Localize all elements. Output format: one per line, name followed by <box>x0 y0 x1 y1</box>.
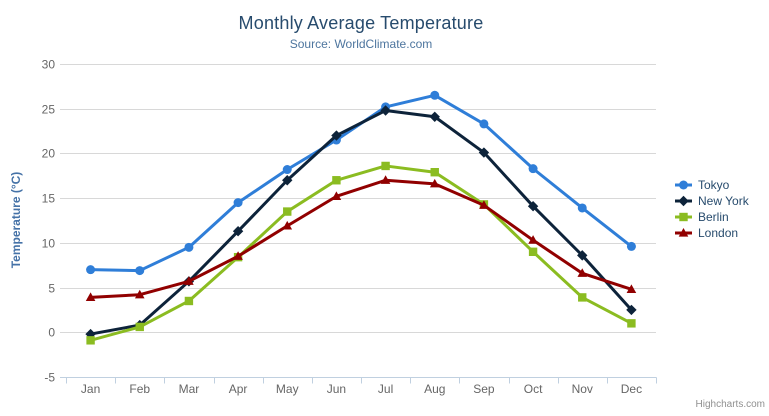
data-point-berlin[interactable] <box>578 293 587 302</box>
data-point-new-york[interactable] <box>527 200 539 212</box>
square-marker-icon <box>675 212 692 222</box>
x-tick-label: Nov <box>572 382 593 396</box>
x-tick-label: Jun <box>327 382 346 396</box>
data-point-london[interactable] <box>331 191 342 200</box>
data-point-tokyo[interactable] <box>135 266 145 276</box>
data-point-new-york[interactable] <box>577 250 588 261</box>
data-point-tokyo[interactable] <box>184 242 194 252</box>
legend-label: Berlin <box>698 210 729 224</box>
x-tick-label: May <box>276 382 299 396</box>
legend-item-london[interactable]: London <box>675 225 749 241</box>
data-point-london[interactable] <box>528 235 538 244</box>
data-point-berlin[interactable] <box>283 207 292 216</box>
x-tick-label: Sep <box>473 382 495 396</box>
series-line-london <box>89 178 633 299</box>
data-point-tokyo[interactable] <box>282 165 292 175</box>
x-tick-label: Mar <box>179 382 200 396</box>
data-point-berlin[interactable] <box>627 319 636 328</box>
series-line-new-york <box>89 109 633 336</box>
y-tick-label: 30 <box>42 58 56 72</box>
series-line-berlin <box>89 164 633 342</box>
legend-item-berlin[interactable]: Berlin <box>675 209 749 225</box>
data-point-tokyo[interactable] <box>479 119 489 129</box>
legend-label: London <box>698 226 739 240</box>
y-tick-label: 20 <box>42 147 56 161</box>
data-point-new-york[interactable] <box>380 105 391 116</box>
data-point-new-york[interactable] <box>331 130 342 141</box>
data-point-berlin[interactable] <box>332 176 341 185</box>
legend-item-new-york[interactable]: New York <box>675 193 749 209</box>
data-point-tokyo[interactable] <box>528 164 538 174</box>
data-point-london[interactable] <box>233 251 243 260</box>
data-point-berlin[interactable] <box>135 322 144 332</box>
data-point-berlin[interactable] <box>184 296 194 306</box>
legend-item-tokyo[interactable]: Tokyo <box>675 177 749 193</box>
data-point-london[interactable] <box>134 289 145 299</box>
data-point-new-york[interactable] <box>282 175 293 186</box>
data-point-london[interactable] <box>85 292 96 302</box>
data-point-tokyo[interactable] <box>626 241 636 251</box>
data-point-tokyo[interactable] <box>430 90 440 100</box>
diamond-marker-icon <box>675 195 692 207</box>
data-point-london[interactable] <box>380 175 391 184</box>
chart-subtitle: Source: WorldClimate.com <box>289 37 433 51</box>
y-tick-label: -5 <box>44 371 55 385</box>
data-point-berlin[interactable] <box>86 336 95 345</box>
data-point-new-york[interactable] <box>478 147 490 158</box>
legend-label: Tokyo <box>698 178 730 192</box>
data-point-london[interactable] <box>282 220 293 230</box>
y-tick-label: 5 <box>48 282 55 296</box>
data-point-london[interactable] <box>626 284 637 293</box>
data-point-berlin[interactable] <box>430 168 439 177</box>
x-tick-label: Aug <box>424 382 445 396</box>
data-point-london[interactable] <box>429 178 440 188</box>
x-tick-label: Oct <box>524 382 543 396</box>
data-point-london[interactable] <box>577 268 588 277</box>
data-point-tokyo[interactable] <box>577 203 587 213</box>
circle-marker-icon <box>675 180 692 190</box>
chart-title: Monthly Average Temperature <box>238 13 484 33</box>
data-point-tokyo[interactable] <box>86 265 96 275</box>
legend-label: New York <box>698 194 749 208</box>
y-tick-label: 0 <box>48 326 55 340</box>
credits-link[interactable]: Highcharts.com <box>695 399 765 410</box>
data-point-tokyo[interactable] <box>233 198 243 208</box>
data-point-new-york[interactable] <box>232 226 244 237</box>
data-point-london[interactable] <box>479 200 489 209</box>
x-tick-label: Jan <box>81 382 100 396</box>
y-tick-label: 25 <box>42 103 56 117</box>
x-tick-label: Dec <box>621 382 642 396</box>
data-point-berlin[interactable] <box>528 247 538 256</box>
x-tick-label: Feb <box>129 382 150 396</box>
y-tick-label: 15 <box>42 192 56 206</box>
y-tick-label: 10 <box>42 237 56 251</box>
triangle-marker-icon <box>675 228 692 237</box>
data-point-berlin[interactable] <box>381 161 390 171</box>
data-point-new-york[interactable] <box>626 304 637 316</box>
legend: Tokyo New York Berlin London <box>675 177 749 241</box>
y-axis-title: Temperature (°C) <box>9 171 23 269</box>
x-tick-label: Apr <box>229 382 248 396</box>
data-point-london[interactable] <box>184 276 194 285</box>
data-point-new-york[interactable] <box>429 111 440 122</box>
x-tick-label: Jul <box>378 382 393 396</box>
